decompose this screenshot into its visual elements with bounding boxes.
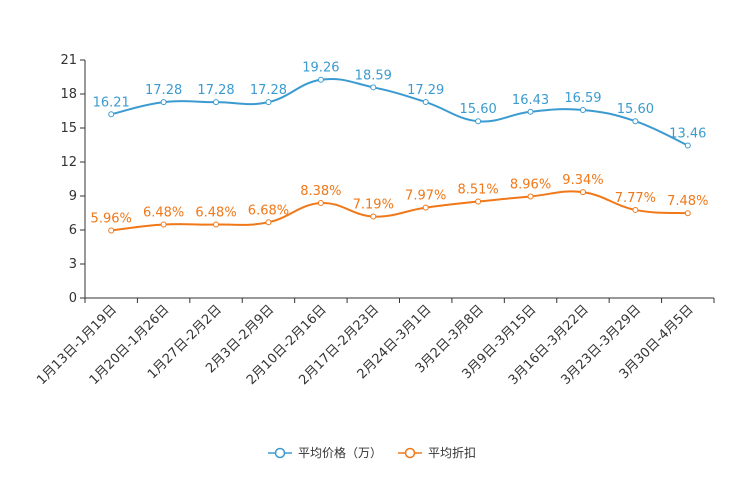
- data-label: 17.29: [407, 83, 444, 98]
- data-label: 18.59: [355, 68, 392, 83]
- data-label: 17.28: [145, 83, 182, 98]
- data-label: 15.60: [617, 102, 654, 117]
- series-line: [111, 190, 688, 232]
- legend-swatch-icon: [267, 447, 292, 458]
- data-point[interactable]: [684, 142, 691, 149]
- data-point[interactable]: [213, 99, 220, 106]
- y-tick-label: 21: [60, 53, 77, 68]
- data-point[interactable]: [579, 106, 586, 113]
- series-avg-discount: 5.96% 6.48% 6.48% 6.68% 8.38% 7.19% 7.97% 8.51%…: [91, 173, 708, 234]
- data-label: 6.48%: [143, 206, 184, 221]
- data-point[interactable]: [213, 221, 220, 228]
- y-tick-label: 3: [69, 257, 77, 272]
- data-label: 17.28: [250, 83, 287, 98]
- data-point[interactable]: [475, 118, 482, 125]
- data-point[interactable]: [632, 118, 639, 125]
- data-point[interactable]: [317, 200, 324, 207]
- data-point[interactable]: [422, 99, 429, 106]
- data-label: 6.68%: [248, 203, 289, 218]
- data-point[interactable]: [527, 193, 534, 200]
- data-label: 17.28: [197, 83, 234, 98]
- legend-item-avg-discount[interactable]: 平均折扣: [398, 444, 476, 461]
- data-label: 7.97%: [405, 189, 446, 204]
- y-tick-label: 12: [60, 155, 77, 170]
- data-label: 9.34%: [562, 173, 603, 188]
- data-point[interactable]: [108, 111, 115, 118]
- data-label: 7.77%: [615, 191, 656, 206]
- legend-label: 平均折扣: [428, 446, 477, 460]
- data-point[interactable]: [370, 84, 377, 91]
- data-point[interactable]: [632, 206, 639, 213]
- data-point[interactable]: [579, 189, 586, 196]
- y-tick-label: 9: [69, 189, 77, 204]
- y-tick-label: 18: [60, 87, 77, 102]
- data-label: 8.38%: [300, 184, 341, 199]
- data-point[interactable]: [265, 99, 272, 106]
- data-point[interactable]: [684, 210, 691, 217]
- data-point[interactable]: [527, 108, 534, 115]
- data-point[interactable]: [475, 198, 482, 205]
- data-point[interactable]: [160, 221, 167, 228]
- data-point[interactable]: [370, 213, 377, 220]
- data-point[interactable]: [422, 204, 429, 211]
- y-tick-label: 15: [60, 121, 77, 136]
- series-line: [110, 78, 689, 147]
- data-point[interactable]: [160, 99, 167, 106]
- data-label: 16.59: [564, 91, 601, 106]
- legend-item-avg-price[interactable]: 平均价格（万）: [267, 444, 382, 461]
- y-axis: 0 3 6 9 12 15 18 21: [60, 53, 86, 306]
- data-point[interactable]: [265, 219, 272, 226]
- data-label: 5.96%: [91, 211, 132, 226]
- data-point[interactable]: [108, 227, 115, 234]
- data-label: 19.26: [302, 61, 339, 76]
- data-label: 13.46: [669, 126, 706, 141]
- x-axis: 1月13日-1月19日1月20日-1月26日1月27日-2月2日2月3日-2月9…: [34, 297, 715, 388]
- series-layer: 16.21 17.28 17.28 17.28 19.26 18.59 17.29 15.60…: [91, 61, 708, 234]
- data-label: 16.21: [93, 95, 130, 110]
- data-label: 7.19%: [353, 198, 394, 213]
- legend[interactable]: 平均价格（万） 平均折扣: [0, 444, 744, 461]
- data-label: 7.48%: [667, 194, 708, 209]
- data-label: 15.60: [460, 102, 497, 117]
- data-label: 8.96%: [510, 177, 551, 192]
- data-label: 8.51%: [457, 183, 498, 198]
- y-tick-label: 0: [69, 291, 77, 306]
- legend-label: 平均价格（万）: [297, 446, 382, 460]
- data-label: 16.43: [512, 93, 549, 108]
- data-label: 6.48%: [195, 206, 236, 221]
- series-avg-price: 16.21 17.28 17.28 17.28 19.26 18.59 17.29 15.60…: [93, 61, 706, 149]
- data-point[interactable]: [317, 76, 324, 83]
- legend-swatch-icon: [398, 447, 422, 458]
- y-tick-label: 6: [69, 223, 77, 238]
